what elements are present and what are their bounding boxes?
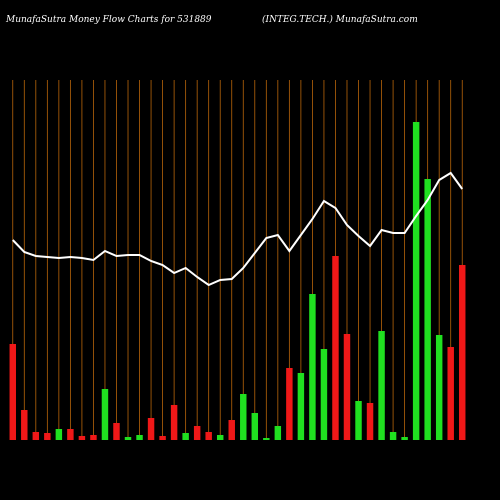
bar: [9, 344, 16, 440]
bar: [205, 432, 212, 440]
bar: [32, 432, 40, 440]
bar: [378, 331, 385, 440]
bar: [170, 405, 178, 440]
bar: [44, 433, 51, 440]
chart-subtitle: (INTEG.TECH.) MunafaSutra.com: [262, 14, 418, 25]
bar: [355, 401, 362, 440]
bar: [101, 389, 109, 440]
bar: [159, 436, 166, 440]
bar: [366, 403, 374, 440]
bar: [113, 423, 120, 440]
chart-title: MunafaSutra Money Flow Charts for 531889: [5, 15, 212, 25]
bar: [193, 426, 201, 440]
bar: [343, 334, 351, 440]
bar: [55, 429, 63, 440]
bar: [435, 335, 443, 440]
bar: [389, 432, 397, 440]
bar: [332, 256, 339, 440]
bar: [263, 438, 270, 440]
bar: [412, 122, 420, 440]
bar: [228, 420, 235, 440]
bar: [320, 349, 328, 440]
bar: [401, 437, 408, 440]
bar: [182, 433, 189, 440]
bar: [251, 413, 259, 440]
bar: [147, 418, 155, 440]
bar: [136, 435, 143, 440]
line: [12, 171, 464, 287]
bar: [216, 435, 224, 440]
bar: [424, 179, 431, 440]
bar: [124, 437, 132, 440]
bar: [459, 265, 466, 440]
bar: [447, 347, 454, 440]
bar: [67, 429, 74, 440]
bar: [286, 368, 293, 440]
bar: [297, 373, 305, 440]
bar: [78, 436, 86, 440]
bar: [309, 294, 316, 440]
bar: [274, 426, 282, 440]
bar: [90, 435, 97, 440]
bar: [21, 410, 28, 440]
bar: [240, 394, 247, 440]
